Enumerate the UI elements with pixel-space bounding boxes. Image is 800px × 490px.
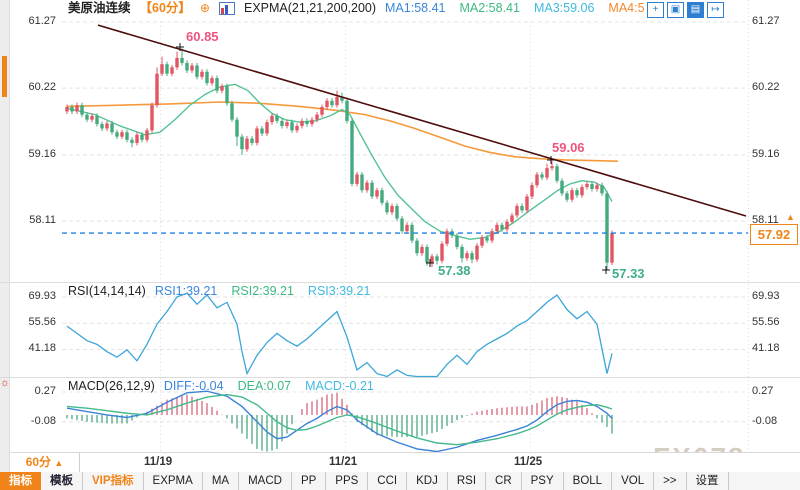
toolbar-item-PPS[interactable]: PPS	[326, 472, 369, 490]
range-stats-icon[interactable]: ▣	[667, 2, 684, 18]
axis-label-left: 60.22	[28, 81, 56, 94]
ma-value: MA3:59.06	[533, 1, 595, 15]
axis-label-right: 58.11	[752, 214, 779, 227]
left-sidebar-strip: ☼	[0, 0, 10, 490]
candlestick-chart-icon	[218, 2, 235, 15]
axis-label-left: -0.08	[30, 414, 56, 427]
chart-mode-icon[interactable]: ▤	[687, 2, 704, 18]
date-label-11/19: 11/19	[144, 456, 173, 468]
annotation-57.33: 57.33	[612, 266, 645, 281]
period-tag[interactable]: 【60分】	[139, 1, 191, 15]
toolbar-item-CCI[interactable]: CCI	[368, 472, 408, 490]
period-selector[interactable]: 60分 ▲	[10, 453, 80, 472]
macd-value: DEA:0.07	[237, 379, 292, 393]
axis-label-left: 55.56	[28, 316, 56, 329]
axis-label-right: -0.08	[752, 414, 778, 427]
ma-value: MA4:5	[608, 1, 645, 15]
ma-value: MA2:58.41	[459, 1, 520, 15]
time-axis-row: 60分 ▲ 11/19 11/21 11/25	[10, 452, 800, 474]
axis-label-left: 58.11	[29, 214, 56, 227]
rsi-value: RSI3:39.21	[307, 284, 371, 298]
axis-label-right: 59.16	[752, 147, 780, 160]
toolbar-item-BOLL[interactable]: BOLL	[564, 472, 613, 490]
axis-label-right: 0.27	[752, 385, 774, 397]
instrument-title: 美原油连续	[68, 1, 131, 15]
toolbar-item-CR[interactable]: CR	[486, 472, 522, 490]
toolbar-item-指标[interactable]: 指标	[0, 472, 41, 490]
annotation-59.06: 59.06	[552, 140, 585, 155]
macd-value: DIFF:-0.04	[163, 379, 224, 393]
axis-label-right: 41.18	[752, 342, 780, 355]
axis-label-right: 55.56	[752, 316, 780, 329]
toolbar-item-PP[interactable]: PP	[292, 472, 327, 490]
add-indicator-icon[interactable]: ⊕	[199, 1, 210, 15]
axis-label-left: 61.27	[28, 15, 56, 27]
rsi-panel-header: RSI(14,14,14) RSI1:39.21 RSI2:39.21 RSI3:3…	[68, 284, 370, 299]
axis-label-left: 41.18	[28, 342, 56, 355]
macd-panel-header: MACD(26,12,9) DIFF:-0.04 DEA:0.07 MACD:-0.…	[68, 379, 374, 394]
toolbar-item-RSI[interactable]: RSI	[448, 472, 487, 490]
indicator-toolbar: 指标 模板 VIP指标 EXPMA MA MACD PP PPS CCI KDJ RSI CR PSY B…	[0, 472, 800, 490]
axis-label-left: 59.16	[28, 147, 56, 160]
macd-indicator-name[interactable]: MACD(26,12,9)	[68, 379, 155, 393]
toolbar-item-MA[interactable]: MA	[203, 472, 240, 490]
period-up-arrow-icon: ▲	[54, 458, 64, 468]
axis-label-right: 69.93	[752, 290, 780, 302]
axis-label-right: 61.27	[752, 15, 780, 27]
toolbar-item->>[interactable]: >>	[654, 472, 687, 490]
alert-sun-icon[interactable]: ☼	[0, 377, 11, 389]
sidebar-scroll-indicator[interactable]	[2, 56, 7, 97]
current-price-box: 57.92	[750, 224, 798, 245]
main-chart-header: 美原油连续 【60分】 ⊕ EXPMA(21,21,200,200) MA1:5…	[68, 1, 645, 16]
rsi-value: RSI2:39.21	[231, 284, 294, 298]
toolbar-item-KDJ[interactable]: KDJ	[407, 472, 448, 490]
indicator-name[interactable]: EXPMA(21,21,200,200)	[243, 1, 377, 15]
toolbar-item-VIP指标[interactable]: VIP指标	[83, 472, 144, 490]
axis-label-right: 60.22	[752, 81, 780, 94]
ma-values: MA1:58.41 MA2:58.41 MA3:59.06 MA4:5	[385, 1, 645, 16]
annotation-57.38: 57.38	[438, 263, 471, 278]
axis-label-left: 69.93	[28, 290, 56, 302]
toolbar-item-设置[interactable]: 设置	[687, 472, 729, 490]
rsi-value: RSI1:39.21	[154, 284, 218, 298]
ma-value: MA1:58.41	[385, 1, 446, 15]
toolbar-item-模板[interactable]: 模板	[41, 472, 83, 490]
macd-value: MACD:-0.21	[305, 379, 374, 393]
annotation-60.85: 60.85	[186, 29, 219, 44]
date-label-11/25: 11/25	[514, 456, 543, 468]
date-label-11/21: 11/21	[329, 456, 358, 468]
crosshair-move-icon[interactable]: +	[647, 2, 664, 18]
macd-values: DIFF:-0.04 DEA:0.07 MACD:-0.21	[164, 379, 374, 394]
toolbar-item-EXPMA[interactable]: EXPMA	[144, 472, 203, 490]
price-up-arrow-icon: ▲	[786, 212, 795, 222]
rsi-indicator-name[interactable]: RSI(14,14,14)	[68, 284, 146, 298]
toolbar-item-MACD[interactable]: MACD	[239, 472, 292, 490]
chart-tool-icons: + ▣ ▤ ↦	[647, 2, 724, 18]
axis-label-left: 0.27	[34, 385, 56, 397]
toolbar-item-PSY[interactable]: PSY	[522, 472, 564, 490]
toolbar-item-VOL[interactable]: VOL	[612, 472, 655, 490]
pan-right-icon[interactable]: ↦	[707, 2, 724, 18]
rsi-values: RSI1:39.21 RSI2:39.21 RSI3:39.21	[155, 284, 371, 299]
